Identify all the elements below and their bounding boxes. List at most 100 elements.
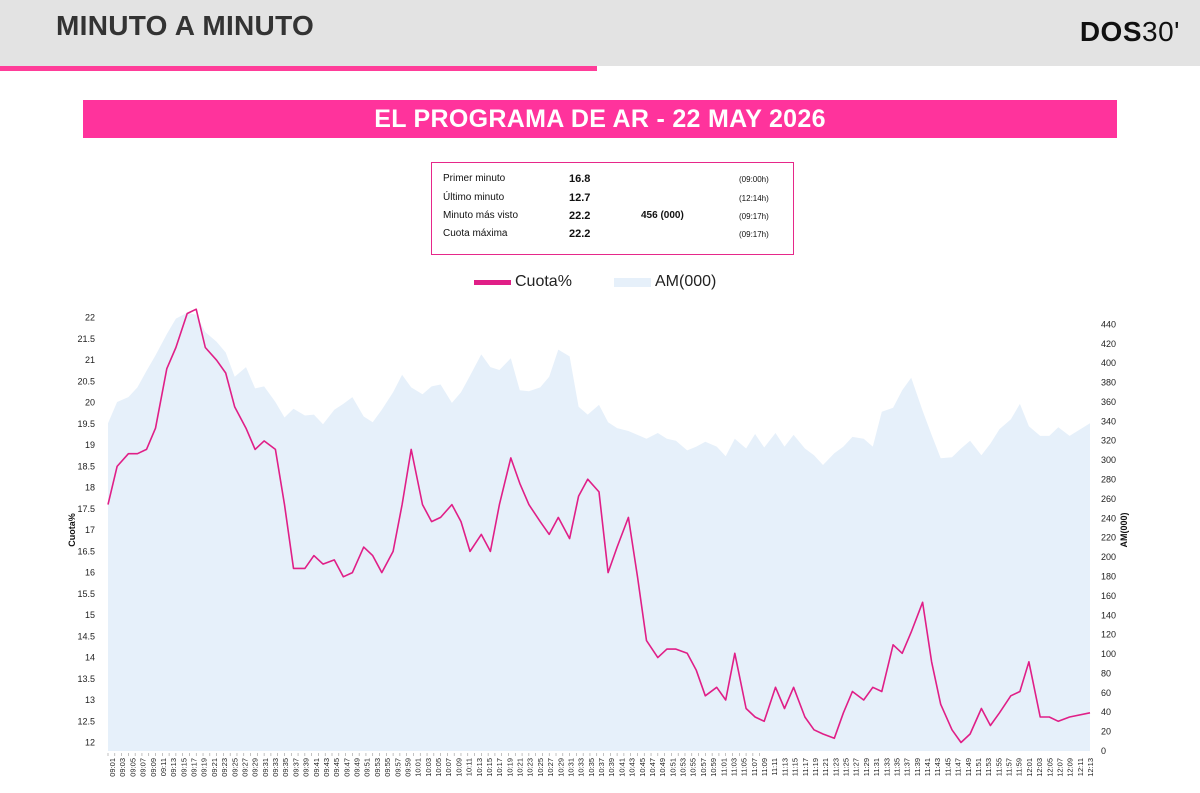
y-tick-label: 22 (85, 313, 95, 323)
program-banner: EL PROGRAMA DE AR - 22 MAY 2026 (83, 100, 1117, 138)
y-tick-label: 17.5 (77, 504, 95, 514)
stats-time: (09:00h) (739, 175, 769, 184)
x-tick-label: 09:37 (291, 758, 300, 777)
x-tick-label: 09:59 (403, 758, 412, 777)
x-tick-label: 11:47 (954, 758, 963, 776)
x-tick-label: 11:41 (923, 758, 932, 776)
x-tick-label: 11:25 (842, 758, 851, 776)
x-tick-label: 10:57 (699, 758, 708, 777)
y2-tick-label: 180 (1101, 571, 1116, 581)
x-tick-label: 10:23 (526, 758, 535, 777)
x-tick-label: 12:11 (1076, 758, 1085, 776)
stats-label: Cuota máxima (443, 228, 508, 239)
y2-tick-label: 360 (1101, 397, 1116, 407)
logo-bold: DOS (1079, 16, 1142, 47)
x-tick-label: 10:25 (536, 758, 545, 777)
stats-label: Primer minuto (443, 173, 506, 184)
cuota-line-series (107, 308, 1091, 744)
y2-tick-label: 140 (1101, 610, 1116, 620)
y2-axis-title: AM(000) (1119, 512, 1129, 547)
y-tick-label: 12.5 (77, 716, 95, 726)
y2-tick-label: 340 (1101, 416, 1116, 426)
x-tick-label: 10:55 (689, 758, 698, 777)
x-tick-label: 09:39 (302, 758, 311, 777)
x-tick-label: 11:39 (913, 758, 922, 776)
x-tick-label: 10:39 (607, 758, 616, 777)
am-area-series (108, 312, 1090, 751)
x-tick-label: 11:09 (760, 758, 769, 776)
x-tick-label: 11:11 (770, 758, 779, 776)
x-tick-label: 11:45 (943, 758, 952, 776)
y-tick-label: 21.5 (77, 334, 95, 344)
x-tick-label: 09:55 (383, 758, 392, 777)
x-tick-label: 10:05 (434, 758, 443, 777)
x-tick-label: 09:53 (373, 758, 382, 777)
y-tick-label: 16 (85, 568, 95, 578)
stats-value: 16.8 (569, 173, 591, 185)
x-tick-label: 09:07 (139, 758, 148, 777)
x-tick-label: 11:57 (1005, 758, 1014, 776)
x-tick-label: 09:49 (353, 758, 362, 777)
x-tick-label: 11:35 (892, 758, 901, 776)
am-area (108, 312, 1090, 751)
x-tick-label: 09:05 (128, 758, 137, 777)
minute-chart: 12 12.5 13 13.5 14 14.5 15 15.5 16 16.5 17 17.5 18 18… (67, 308, 1129, 777)
x-tick-label: 09:35 (281, 758, 290, 777)
y-tick-label: 13.5 (77, 674, 95, 684)
x-tick-label: 11:31 (872, 758, 881, 776)
y-tick-label: 14.5 (77, 631, 95, 641)
legend-label-am: AM(000) (655, 273, 717, 290)
stats-row-most-viewed: Minuto más visto 22.2 456 (000) (09:17h) (432, 210, 793, 228)
x-tick-label: 11:01 (719, 758, 728, 776)
x-tick-label: 10:59 (709, 758, 718, 777)
x-tick-label: 12:07 (1055, 758, 1064, 777)
x-tick-label: 09:19 (200, 758, 209, 777)
y2-tick-label: 60 (1101, 688, 1111, 698)
legend-line-swatch (474, 279, 511, 285)
x-tick-label: 11:17 (801, 758, 810, 776)
y2-tick-label: 80 (1101, 668, 1111, 678)
y-tick-label: 21 (85, 355, 95, 365)
legend-item-am: AM(000) (614, 272, 716, 292)
x-tick-label: 10:45 (638, 758, 647, 777)
x-tick-label: 10:47 (648, 758, 657, 777)
x-tick-label: 11:07 (750, 758, 759, 776)
y-tick-label: 18 (85, 483, 95, 493)
x-tick-label: 09:21 (210, 758, 219, 777)
stats-row-max-share: Cuota máxima 22.2 (09:17h) (432, 228, 793, 246)
y2-tick-label: 420 (1101, 339, 1116, 349)
top-header: MINUTO A MINUTO DOS30' (0, 0, 1200, 66)
x-tick-label: 09:17 (190, 758, 199, 777)
x-tick-label: 11:15 (791, 758, 800, 776)
x-tick-label: 11:27 (852, 758, 861, 776)
y2-tick-label: 260 (1101, 494, 1116, 504)
x-tick-label: 11:49 (964, 758, 973, 776)
x-tick-label: 09:41 (312, 758, 321, 777)
legend-item-cuota: Cuota% (474, 272, 572, 292)
x-tick-label: 09:31 (261, 758, 270, 777)
y-tick-label: 14 (85, 653, 95, 663)
y-tick-label: 20 (85, 398, 95, 408)
x-tick-label: 11:03 (729, 758, 738, 776)
y-axis-title: Cuota% (67, 513, 77, 547)
x-tick-label: 09:57 (393, 758, 402, 777)
x-tick-label: 11:33 (882, 758, 891, 776)
x-tick-label: 12:01 (1025, 758, 1034, 777)
header-accent-bar (0, 66, 597, 71)
x-tick-label: 09:51 (363, 758, 372, 777)
x-tick-label: 09:13 (169, 758, 178, 777)
y-tick-label: 19 (85, 440, 95, 450)
y-tick-label: 15 (85, 610, 95, 620)
x-tick-label: 10:15 (485, 758, 494, 777)
x-tick-label: 10:27 (546, 758, 555, 777)
x-tick-label: 12:03 (1035, 758, 1044, 777)
stats-time: (09:17h) (739, 230, 769, 239)
y-tick-label: 20.5 (77, 376, 95, 386)
legend-label-cuota: Cuota% (515, 273, 572, 290)
stats-extra: 456 (000) (641, 210, 684, 221)
stats-value: 22.2 (569, 210, 591, 222)
x-tick-label: 10:19 (505, 758, 514, 777)
page-title: MINUTO A MINUTO (56, 10, 315, 41)
y2-tick-label: 240 (1101, 513, 1116, 523)
x-tick-label: 11:29 (862, 758, 871, 776)
